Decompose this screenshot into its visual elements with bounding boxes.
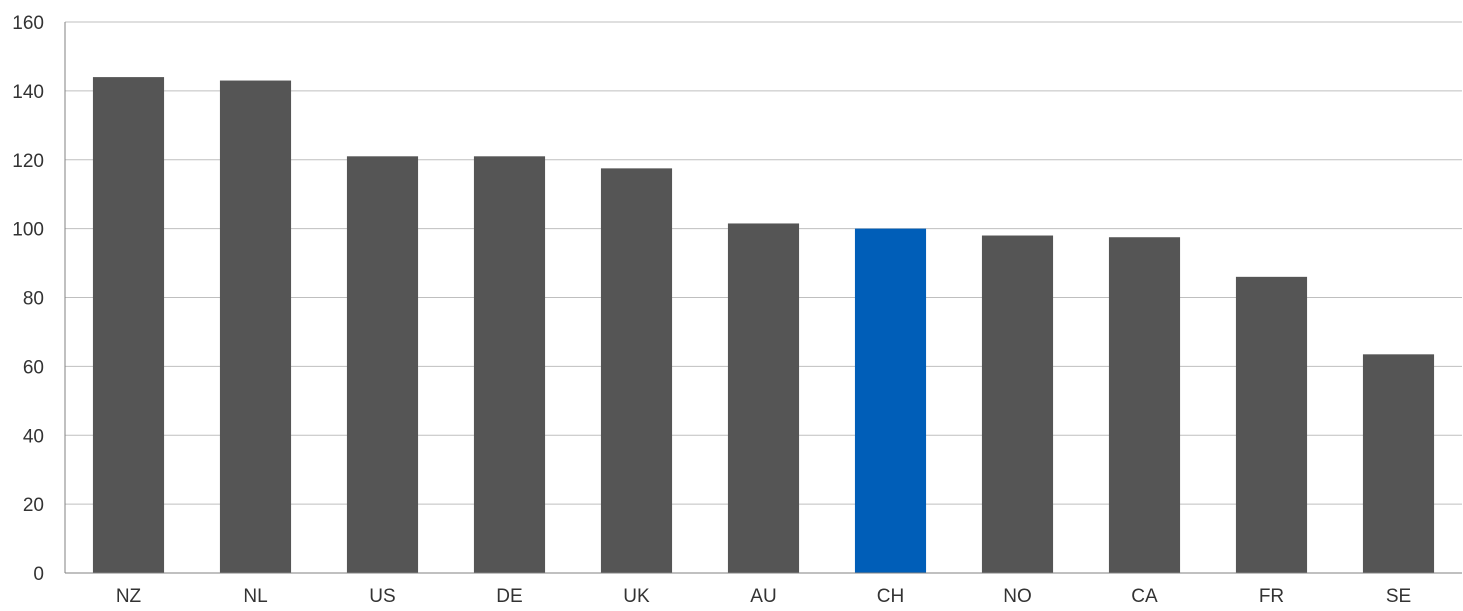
x-tick-label: US [369,586,395,607]
x-tick-label: CH [877,586,904,607]
bar-de [473,156,546,573]
x-tick-label: NL [243,586,267,607]
y-tick-label: 40 [23,426,44,447]
y-tick-label: 20 [23,495,44,516]
bar-uk [600,168,673,573]
bar-se [1362,354,1435,573]
bar-no [981,235,1054,573]
bar-ch [854,228,927,573]
x-tick-label: NZ [116,586,142,607]
x-axis-ticks: NZ NL US DE UK AU CH NO CA FR SE [116,586,1411,607]
y-tick-label: 100 [12,220,44,241]
bar-nl [219,80,292,573]
y-tick-label: 60 [23,357,44,378]
bar-ca [1108,237,1181,573]
bars [92,77,1435,573]
y-tick-label: 140 [12,82,44,103]
bar-au [727,223,800,573]
bar-fr [1235,276,1308,573]
y-tick-label: 120 [12,151,44,172]
bar-nz [92,77,165,573]
x-tick-label: FR [1259,586,1284,607]
x-tick-label: NO [1003,586,1032,607]
x-tick-label: CA [1131,586,1158,607]
y-tick-label: 160 [12,13,44,34]
x-tick-label: UK [623,586,650,607]
x-tick-label: AU [750,586,776,607]
x-tick-label: SE [1386,586,1411,607]
x-tick-label: DE [496,586,522,607]
y-axis-ticks: 0 20 40 60 80 100 120 140 160 [12,13,44,585]
y-tick-label: 80 [23,289,44,310]
y-tick-label: 0 [33,564,44,585]
bar-us [346,156,419,573]
